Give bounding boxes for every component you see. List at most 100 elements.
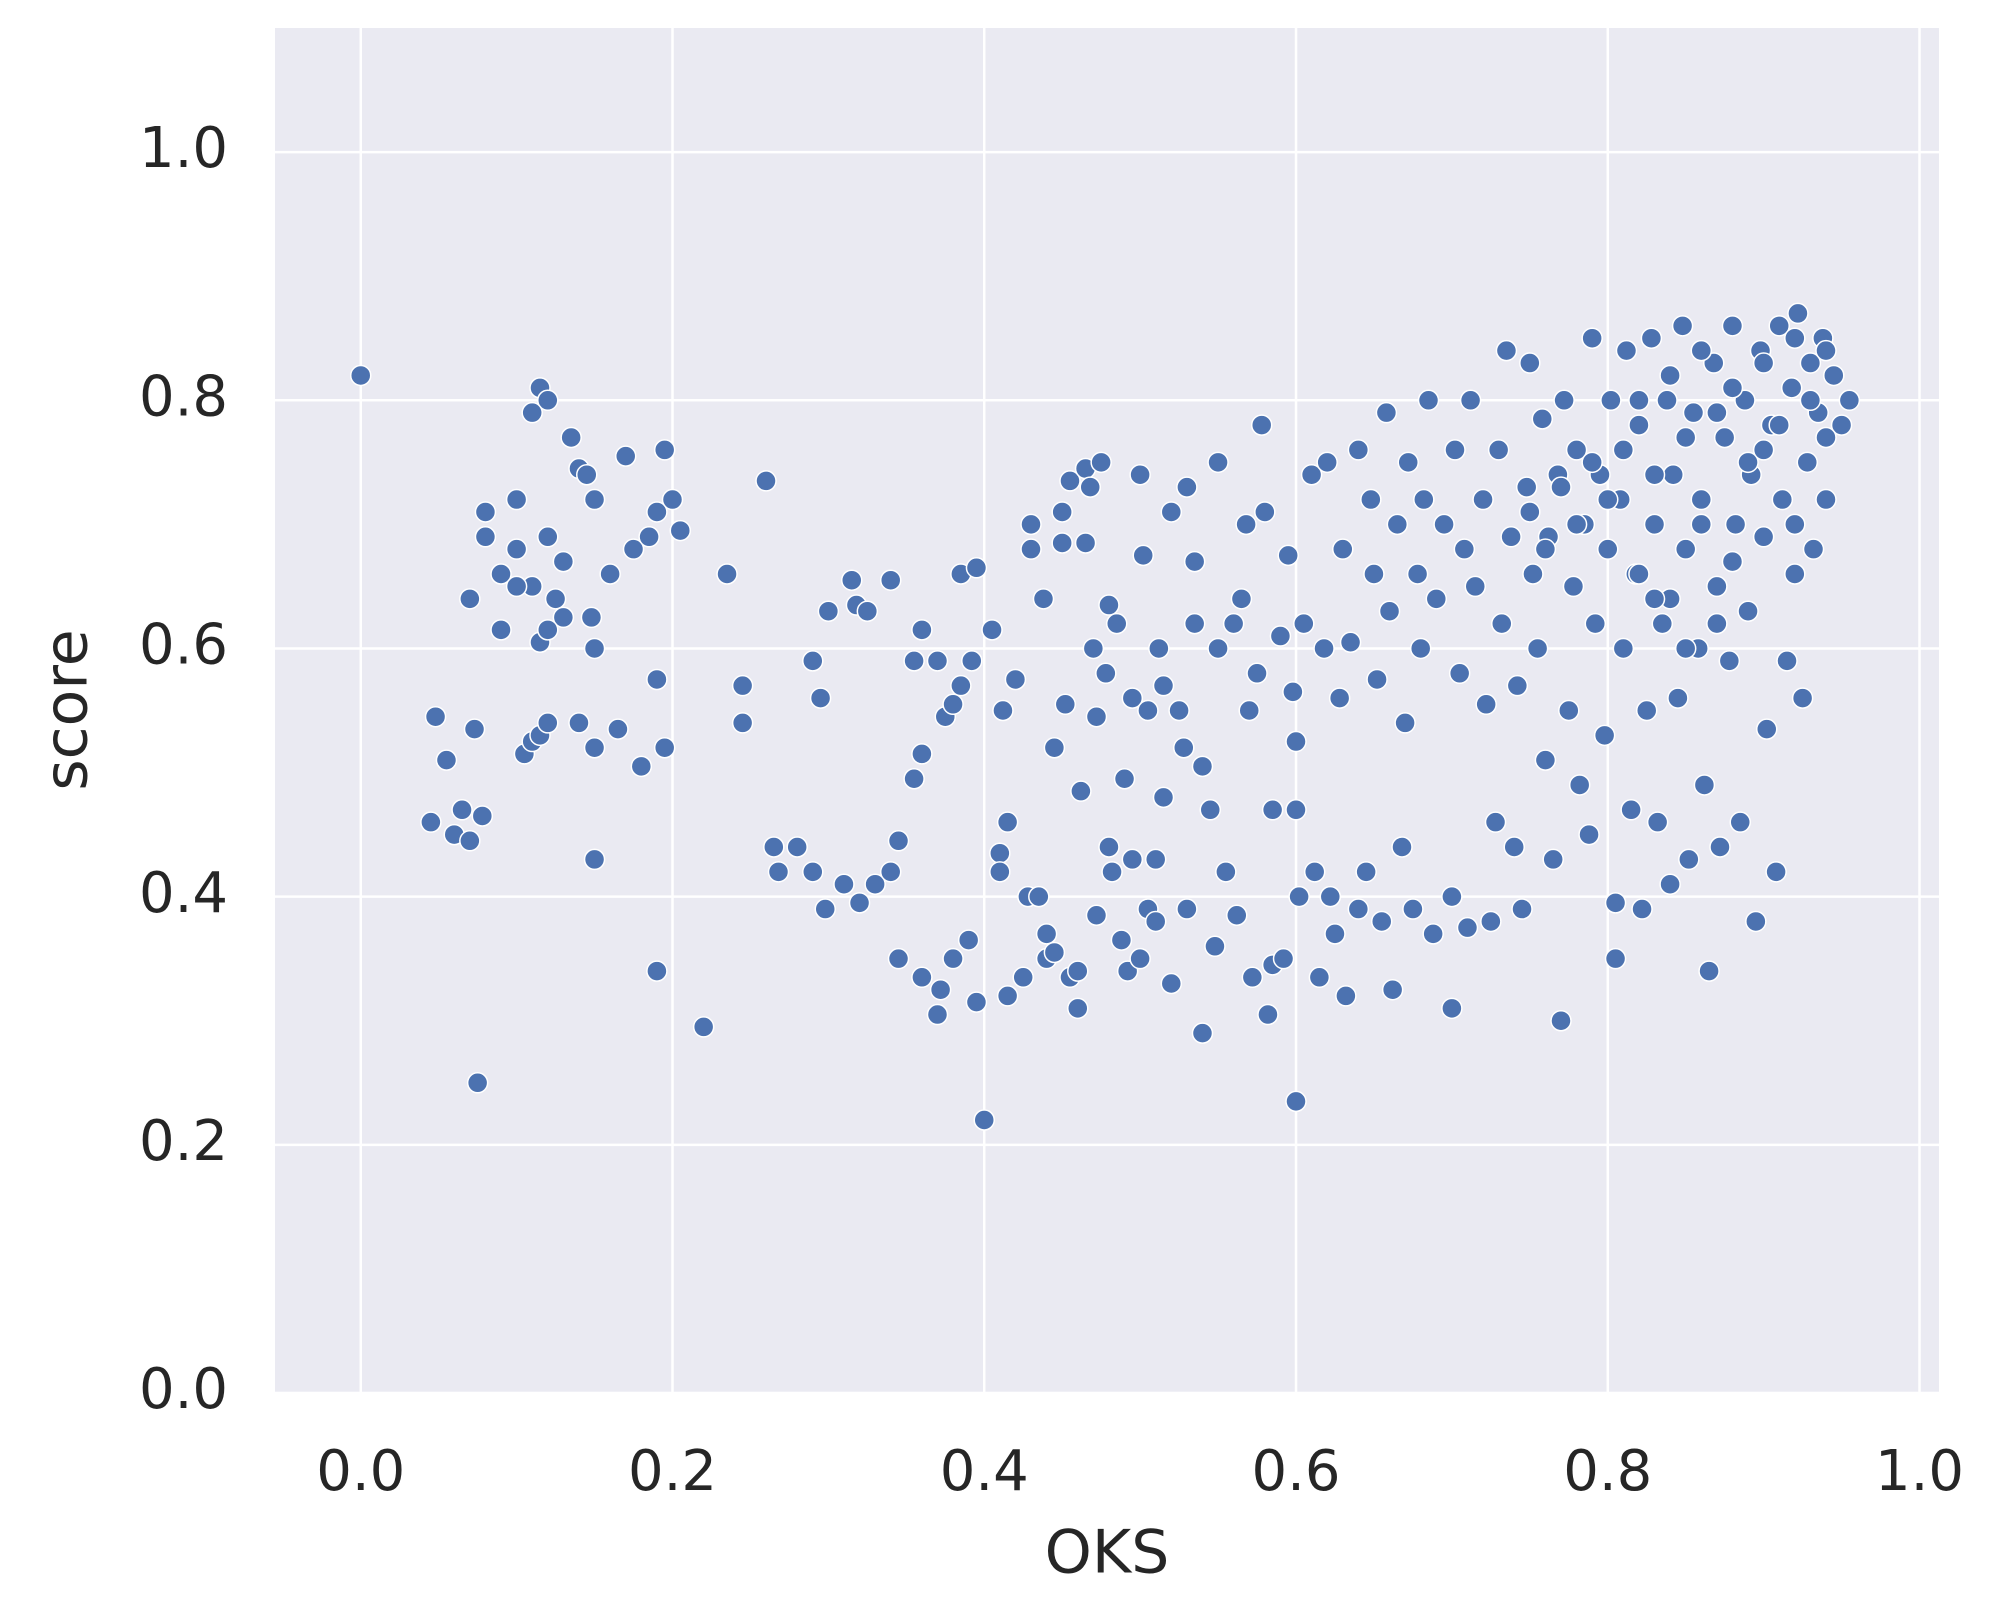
point	[646, 960, 668, 982]
point	[887, 830, 910, 852]
point	[1682, 401, 1705, 424]
point	[1802, 538, 1825, 560]
point	[1285, 730, 1307, 753]
point	[1519, 352, 1541, 374]
point	[661, 488, 684, 511]
point	[576, 463, 598, 486]
point	[1612, 637, 1635, 660]
point	[1043, 941, 1066, 964]
point	[1238, 699, 1260, 722]
point	[989, 861, 1011, 883]
point	[996, 985, 1019, 1007]
point	[1051, 532, 1073, 554]
point	[1417, 389, 1440, 412]
point	[1612, 439, 1635, 461]
point	[1756, 718, 1778, 740]
point	[1054, 693, 1077, 716]
point	[1300, 463, 1323, 486]
point	[653, 439, 676, 461]
point	[911, 619, 933, 641]
point	[583, 736, 606, 759]
point	[1646, 811, 1669, 833]
point	[1074, 532, 1097, 554]
point	[1584, 612, 1607, 635]
point	[1495, 339, 1518, 362]
x-tick-label: 0.0	[316, 1439, 405, 1504]
point	[1522, 563, 1544, 585]
point	[879, 569, 902, 591]
point	[1272, 947, 1295, 970]
point	[903, 768, 925, 790]
point	[583, 848, 606, 871]
point	[929, 978, 952, 1001]
point	[1558, 699, 1580, 722]
point	[1459, 389, 1482, 412]
point	[505, 488, 528, 511]
point	[1059, 470, 1081, 492]
point	[1444, 439, 1466, 461]
point	[459, 830, 481, 852]
point	[1020, 513, 1042, 536]
point	[1293, 612, 1315, 635]
point	[1285, 799, 1307, 821]
point	[763, 836, 785, 858]
point	[1487, 439, 1510, 461]
x-axis-label: OKS	[1045, 1518, 1170, 1588]
point	[926, 650, 949, 672]
point	[1659, 364, 1681, 387]
point	[1729, 811, 1752, 833]
point	[1718, 650, 1741, 672]
point	[1148, 637, 1170, 660]
point	[1176, 476, 1198, 498]
point	[1110, 929, 1133, 951]
point	[1511, 898, 1533, 920]
point	[420, 811, 442, 833]
point	[1597, 538, 1619, 560]
point	[552, 550, 575, 573]
point	[1752, 352, 1775, 374]
point	[1550, 1009, 1572, 1032]
point	[1335, 985, 1357, 1007]
point	[1671, 315, 1694, 337]
point	[755, 470, 777, 492]
point	[879, 861, 902, 883]
y-tick-label: 0.0	[139, 1357, 228, 1422]
point	[1347, 898, 1370, 920]
x-tick-label: 0.8	[1563, 1439, 1652, 1504]
point	[1713, 426, 1736, 449]
point	[840, 569, 863, 591]
point	[1706, 612, 1728, 635]
point	[809, 687, 832, 709]
point	[1823, 364, 1845, 387]
point	[1144, 910, 1167, 933]
x-tick-label: 0.4	[940, 1439, 1029, 1504]
point	[731, 712, 754, 734]
point	[1328, 687, 1351, 709]
point	[1332, 538, 1354, 560]
point	[638, 526, 660, 548]
point	[1631, 898, 1653, 920]
point	[1771, 488, 1794, 511]
point	[973, 1109, 995, 1131]
point	[1768, 315, 1790, 337]
point	[560, 426, 582, 449]
point	[463, 718, 486, 740]
point	[1285, 1090, 1307, 1113]
point	[1032, 588, 1055, 610]
point	[692, 1016, 715, 1038]
point	[537, 526, 559, 548]
point	[1480, 910, 1502, 933]
point	[1261, 799, 1284, 821]
point	[1441, 997, 1463, 1020]
point	[490, 619, 512, 641]
point	[1215, 861, 1237, 883]
point	[1386, 513, 1409, 536]
point	[1784, 563, 1806, 585]
point	[537, 389, 559, 412]
point	[1105, 612, 1128, 635]
point	[646, 668, 668, 691]
point	[1378, 600, 1401, 622]
point	[1491, 612, 1513, 635]
point	[767, 861, 790, 883]
point	[1339, 631, 1362, 653]
